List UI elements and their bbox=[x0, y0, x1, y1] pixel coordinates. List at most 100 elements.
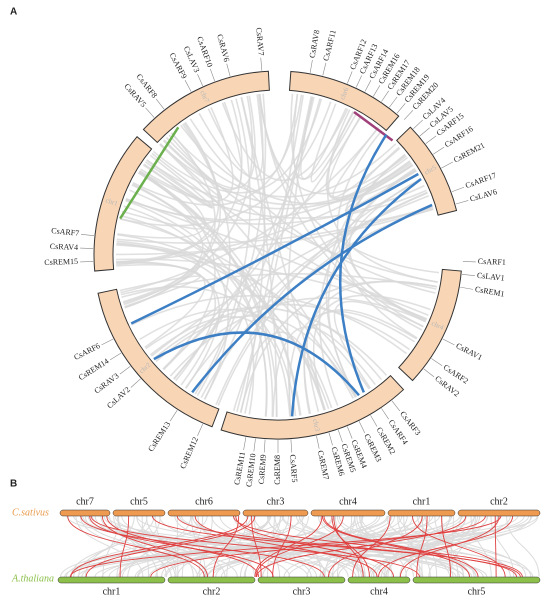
gene-tick bbox=[455, 200, 469, 205]
gene-tick bbox=[260, 57, 263, 71]
red-synteny bbox=[352, 515, 391, 578]
gene-tick bbox=[423, 368, 435, 378]
gene-label: CsARF6 bbox=[72, 341, 101, 362]
red-synteny bbox=[494, 515, 497, 578]
chromosome-label: chr4 bbox=[370, 586, 388, 597]
gray-synteny bbox=[359, 515, 424, 578]
chromosome-bar bbox=[257, 576, 346, 584]
gray-link bbox=[120, 286, 297, 417]
panel-label: A bbox=[10, 7, 17, 18]
gray-link bbox=[119, 101, 332, 227]
chromosome-arc bbox=[288, 70, 400, 132]
gene-tick bbox=[309, 59, 313, 73]
red-synteny bbox=[151, 515, 521, 578]
gene-label: CsLAV2 bbox=[105, 385, 132, 410]
gene-tick bbox=[209, 68, 216, 82]
chromosome-label: chr7 bbox=[76, 496, 94, 507]
chromosome-label: chr3 bbox=[293, 586, 311, 597]
gene-label: CsREM12 bbox=[178, 436, 200, 471]
red-synteny bbox=[251, 515, 262, 578]
gene-label: CsLAV1 bbox=[477, 271, 506, 283]
gene-tick bbox=[381, 408, 389, 420]
gene-tick bbox=[347, 426, 353, 439]
chromosome-bar bbox=[167, 509, 241, 517]
gene-label: CsREM15 bbox=[44, 257, 78, 267]
chromosome-label: chr4 bbox=[339, 496, 357, 507]
gray-synteny bbox=[78, 515, 148, 578]
panel-label: B bbox=[10, 479, 17, 490]
gene-tick bbox=[451, 186, 465, 193]
gray-link bbox=[180, 124, 417, 205]
chromosome-bar bbox=[412, 576, 541, 584]
gray-synteny bbox=[386, 515, 475, 578]
chromosome-bar bbox=[167, 576, 256, 584]
gray-link bbox=[117, 233, 325, 411]
chromosome-label: chr1 bbox=[413, 496, 431, 507]
chromosome-bar bbox=[57, 576, 166, 584]
gene-tick bbox=[355, 75, 362, 88]
chromosome-label: chr6 bbox=[195, 496, 213, 507]
gene-tick bbox=[391, 400, 401, 412]
gray-synteny bbox=[319, 515, 454, 578]
chromosome-arc bbox=[97, 288, 220, 428]
chromosome-bar bbox=[387, 509, 456, 517]
red-synteny bbox=[85, 515, 256, 578]
gray-synteny bbox=[114, 515, 357, 578]
gene-tick bbox=[243, 437, 247, 451]
chromosome-label: chr3 bbox=[267, 496, 285, 507]
red-synteny bbox=[89, 515, 274, 578]
gene-label: CsARF1 bbox=[478, 257, 506, 267]
gene-label: CsARF7 bbox=[51, 226, 80, 238]
red-synteny bbox=[235, 515, 395, 578]
gray-synteny bbox=[506, 515, 540, 578]
gene-tick bbox=[197, 73, 204, 87]
gray-synteny bbox=[336, 515, 451, 578]
red-synteny bbox=[80, 515, 325, 578]
species-label: C.sativus bbox=[12, 507, 49, 518]
gene-tick bbox=[109, 352, 122, 361]
gray-link bbox=[159, 143, 412, 206]
chromosome-bar bbox=[310, 509, 386, 517]
gray-link bbox=[115, 208, 434, 256]
red-synteny bbox=[412, 515, 506, 578]
gray-link bbox=[138, 171, 216, 370]
red-synteny bbox=[323, 515, 479, 578]
gene-tick bbox=[425, 135, 437, 144]
gray-link bbox=[159, 134, 223, 199]
red-synteny bbox=[176, 515, 517, 578]
red-synteny bbox=[212, 515, 240, 578]
gray-link bbox=[116, 240, 370, 390]
species-label: A.thaliana bbox=[11, 573, 54, 584]
gray-synteny bbox=[424, 515, 527, 578]
chromosome-arc bbox=[142, 70, 270, 144]
red-synteny bbox=[378, 515, 514, 578]
red-synteny bbox=[441, 515, 452, 578]
gray-synteny bbox=[403, 515, 421, 578]
gene-label: CsREM8 bbox=[273, 455, 282, 485]
gray-synteny bbox=[220, 515, 463, 578]
chromosome-bar bbox=[347, 576, 411, 584]
gray-link bbox=[240, 94, 266, 413]
gray-link bbox=[116, 122, 220, 263]
gene-tick bbox=[441, 161, 453, 169]
gene-tick bbox=[290, 439, 293, 453]
red-synteny bbox=[255, 515, 344, 578]
gene-tick bbox=[328, 432, 333, 446]
gray-link bbox=[310, 103, 358, 183]
chromosome-label: chr3 bbox=[311, 418, 322, 432]
highlight-link bbox=[153, 331, 360, 397]
gene-tick bbox=[461, 274, 475, 276]
gray-link bbox=[145, 306, 388, 376]
gray-synteny bbox=[282, 515, 534, 578]
gray-synteny bbox=[79, 515, 172, 578]
gene-tick bbox=[381, 90, 389, 102]
red-synteny bbox=[67, 515, 205, 578]
red-synteny bbox=[150, 515, 486, 578]
gray-link bbox=[244, 96, 313, 414]
gene-tick bbox=[322, 62, 327, 76]
red-synteny bbox=[194, 515, 378, 578]
gene-tick bbox=[197, 423, 204, 437]
red-synteny bbox=[333, 515, 364, 578]
highlight-link bbox=[130, 172, 419, 325]
